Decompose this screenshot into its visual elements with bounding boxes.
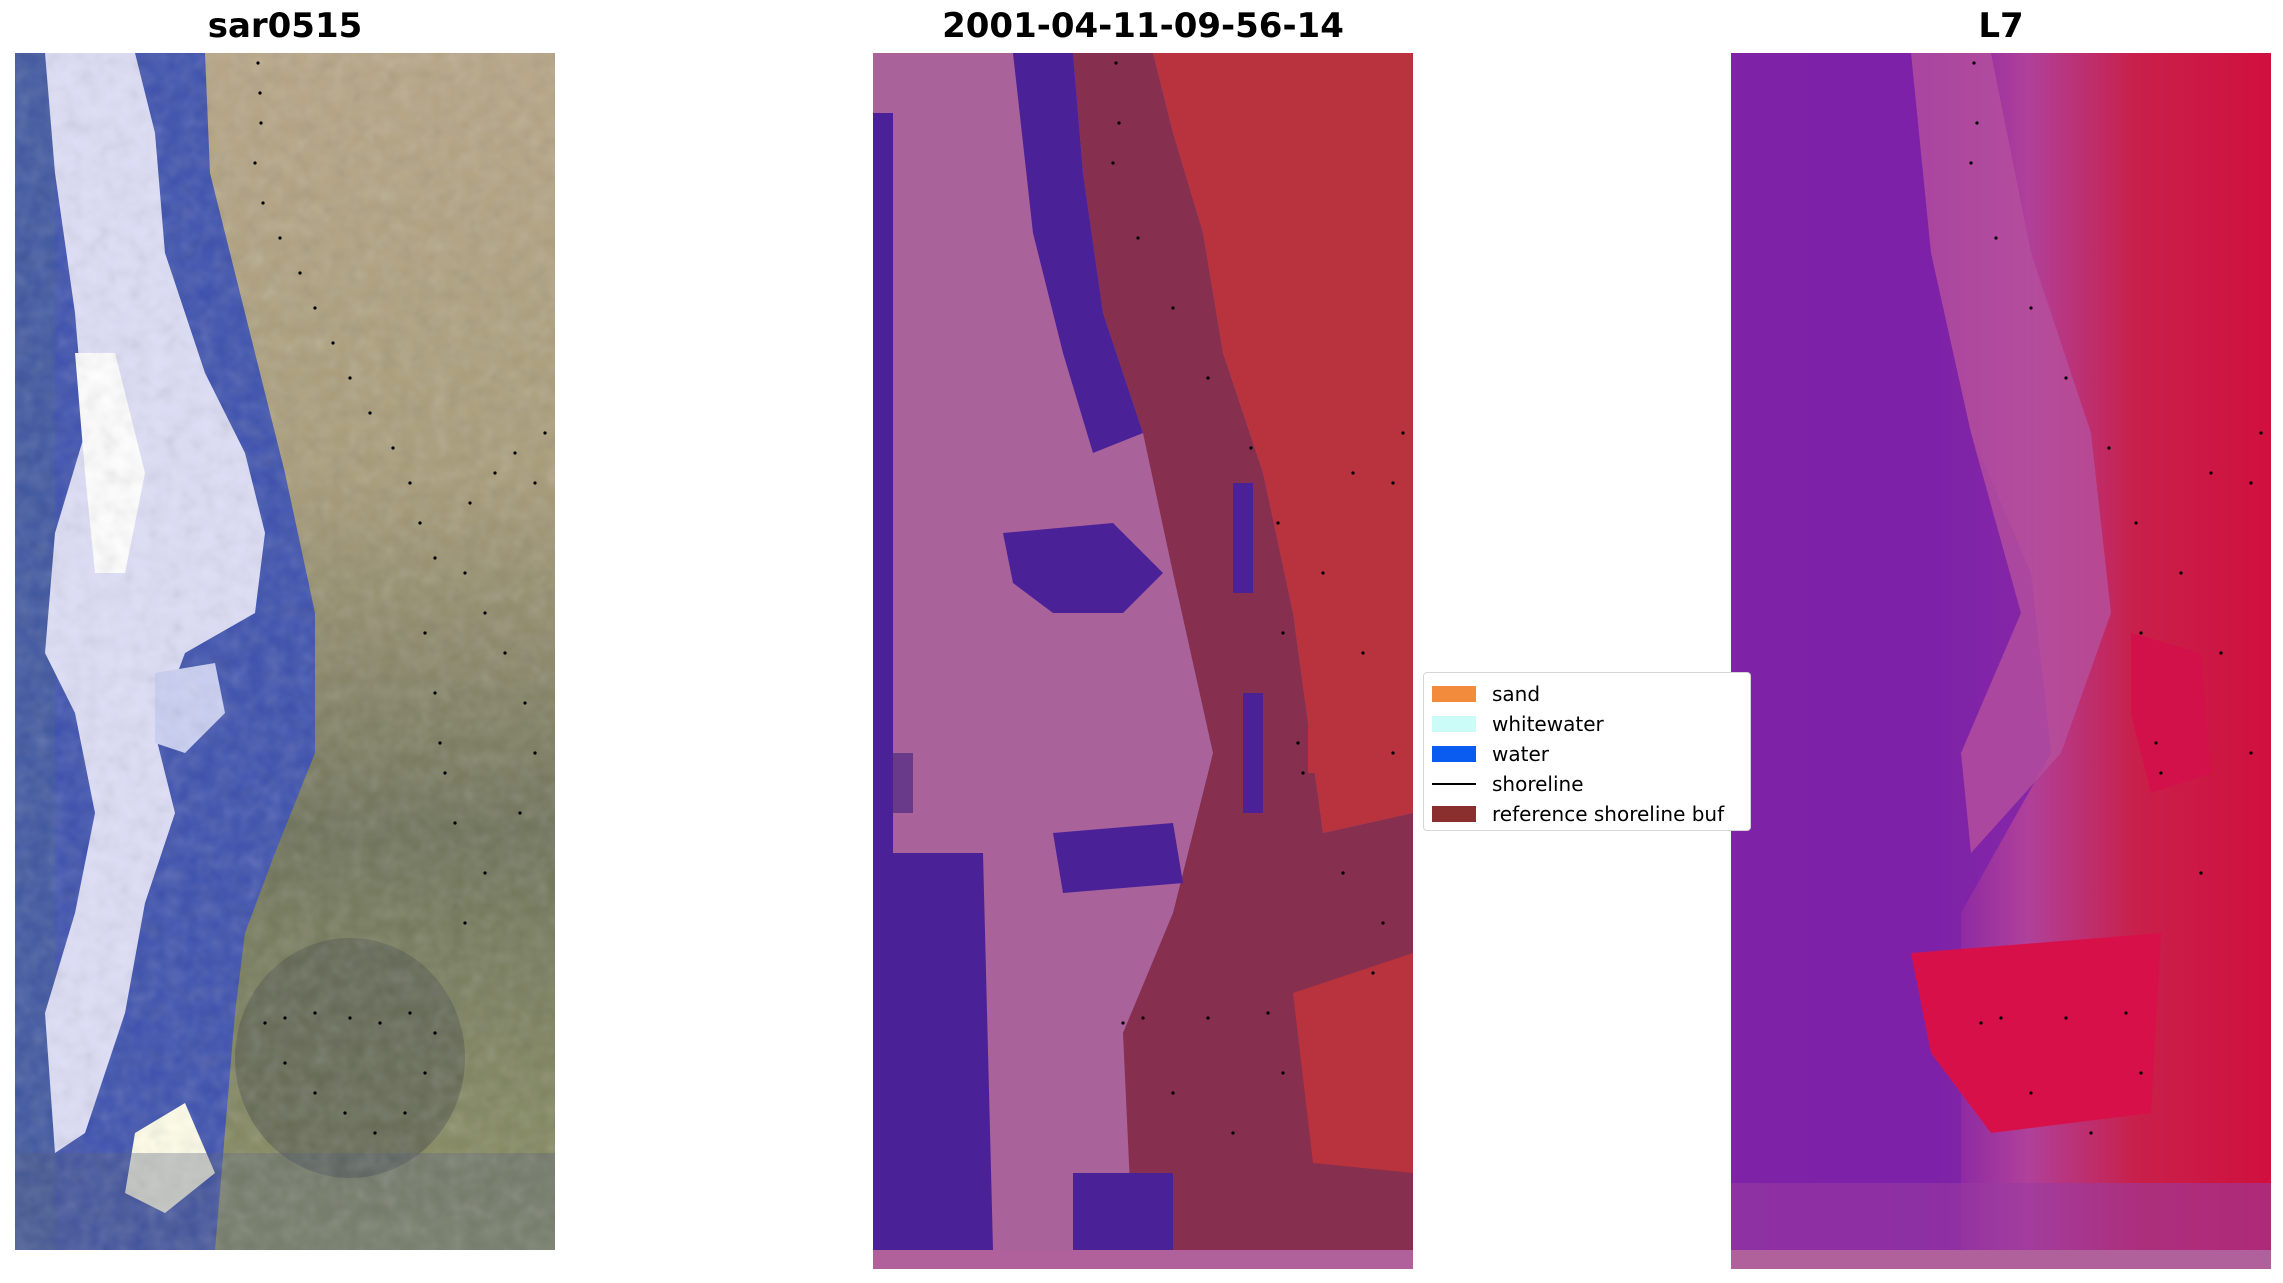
legend-swatch-whitewater: [1432, 716, 1476, 732]
classified-bottom-strip: [873, 1250, 1413, 1269]
legend-item-reference-buffer: reference shoreline buf: [1424, 801, 1724, 827]
classified-image: [873, 53, 1413, 1250]
legend-item-sand: sand: [1424, 681, 1540, 707]
rgb-satellite-image: [15, 53, 555, 1250]
legend-label-reference-buffer: reference shoreline buf: [1492, 802, 1725, 826]
l7-index-image: [1731, 53, 2271, 1250]
legend: sand whitewater water shoreline referenc…: [1423, 672, 1751, 831]
legend-item-water: water: [1424, 741, 1549, 767]
legend-label-water: water: [1492, 742, 1549, 766]
panel-title-index: L7: [1978, 6, 2024, 46]
panel-title-classified: 2001-04-11-09-56-14: [942, 6, 1344, 46]
index-bottom-strip: [1731, 1250, 2271, 1269]
shoreline-dots: [253, 61, 547, 1135]
legend-item-shoreline: shoreline: [1424, 771, 1584, 797]
shoreline-dots: [1111, 61, 1405, 1135]
legend-line-shoreline: [1432, 783, 1476, 785]
legend-label-sand: sand: [1492, 682, 1541, 706]
legend-swatch-sand: [1432, 686, 1476, 702]
legend-swatch-water: [1432, 746, 1476, 762]
legend-item-whitewater: whitewater: [1424, 711, 1604, 737]
legend-label-whitewater: whitewater: [1492, 712, 1604, 736]
legend-label-shoreline: shoreline: [1492, 772, 1584, 796]
panel-title-rgb: sar0515: [207, 6, 363, 46]
legend-swatch-reference-buffer: [1432, 806, 1476, 822]
shoreline-dots: [1969, 61, 2263, 1135]
